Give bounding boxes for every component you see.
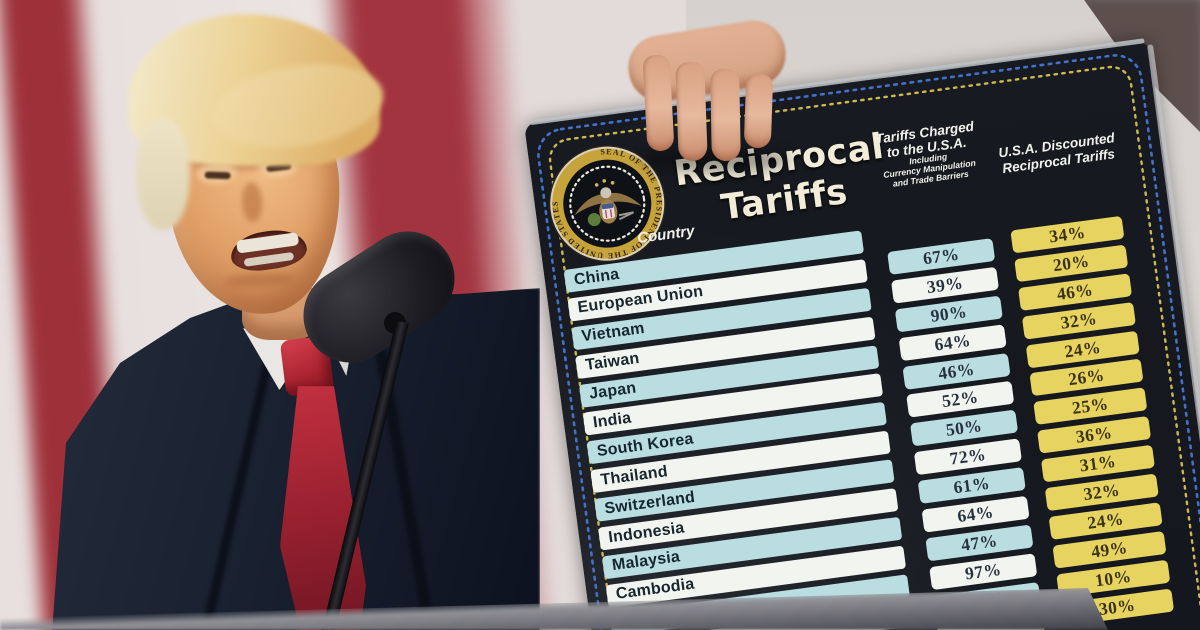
country-label: South Korea: [595, 430, 695, 460]
country-label: India: [592, 409, 633, 432]
teeth-upper: [236, 232, 300, 254]
finger: [710, 68, 741, 162]
hair-sideburn: [136, 118, 190, 230]
column-country: China European Union Vietnam Taiwan Japan Ind…: [563, 230, 914, 630]
country-label: Thailand: [599, 462, 669, 489]
country-label: Japan: [588, 379, 638, 403]
country-label: Malaysia: [611, 548, 682, 575]
country-label: Switzerland: [603, 488, 697, 518]
teeth-lower: [243, 251, 295, 267]
chin-crease: [223, 272, 295, 288]
mouth: [228, 226, 309, 275]
presidential-seal: SEAL OF THE PRESIDENT OF THE UNITED STAT…: [544, 140, 671, 267]
nose-shadow: [241, 181, 264, 223]
finger: [743, 73, 774, 149]
country-label: Taiwan: [584, 350, 641, 375]
eye-left: [204, 171, 231, 180]
country-label: China: [572, 265, 621, 289]
country-label: Indonesia: [607, 518, 686, 546]
finger: [675, 61, 708, 162]
tariff-board: SEAL OF THE PRESIDENT OF THE UNITED STAT…: [524, 38, 1200, 630]
finger: [642, 54, 675, 152]
country-label: Vietnam: [580, 320, 646, 346]
